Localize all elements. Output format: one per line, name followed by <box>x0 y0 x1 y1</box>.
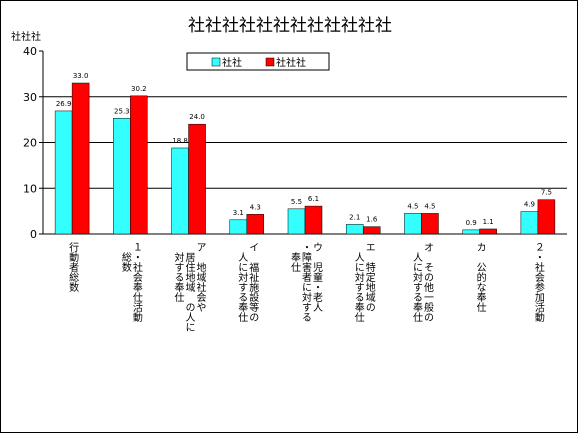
bar <box>304 205 323 235</box>
bar-data-label: 30.2 <box>131 85 147 93</box>
legend-swatch-series-1 <box>211 57 221 67</box>
bar <box>404 213 422 235</box>
chart-title: 社社社社社社社社社社社社 <box>188 16 392 36</box>
bar-data-label: 33.0 <box>73 72 89 80</box>
category-label: 奉仕 <box>289 242 301 273</box>
bar-data-label: 4.5 <box>407 202 418 210</box>
bar <box>520 211 539 235</box>
bar <box>287 208 306 235</box>
category-label: エ 特定地域の <box>363 242 375 312</box>
y-tick-label: 20 <box>23 137 37 150</box>
bar-data-label: 7.5 <box>541 189 552 197</box>
bar <box>171 147 189 235</box>
legend-label-series-2: 社社社 <box>276 56 306 69</box>
bar <box>462 229 480 235</box>
category-label: 行動者総数 <box>67 241 79 293</box>
legend-swatch-series-2 <box>265 57 275 67</box>
y-tick-label: 0 <box>30 228 37 241</box>
legend-box <box>186 52 330 71</box>
y-tick-label: 10 <box>23 182 37 195</box>
category-label: イ 福祉施設等の <box>247 242 259 322</box>
bar <box>113 118 131 235</box>
legend: 社社 社社社 <box>186 52 330 71</box>
category-label: 居住地域 の人に <box>183 242 195 332</box>
bar-data-label: 1.6 <box>366 216 378 224</box>
bar-data-label: 26.9 <box>56 100 72 108</box>
y-axis-unit-label: 社社社 <box>11 30 41 43</box>
bar-data-label: 24.0 <box>189 113 205 121</box>
bar <box>54 110 73 235</box>
y-tick-label: 40 <box>23 45 37 58</box>
bar-data-label: 25.3 <box>114 107 130 115</box>
category-label: カ 公的な奉仕 <box>474 242 486 313</box>
y-tick-label: 30 <box>23 91 37 104</box>
category-label: 総数 <box>119 242 131 273</box>
bar-data-label: 0.9 <box>466 219 477 227</box>
category-label: 対する奉仕 <box>172 242 184 303</box>
bar-data-label: 18.8 <box>172 137 188 145</box>
bar-data-label: 4.9 <box>524 201 535 209</box>
bar <box>537 199 556 235</box>
bar-data-label: 1.1 <box>483 218 494 226</box>
category-labels: 行動者総数 １・社会奉仕活動 総数 ア 地域社会や 居住地域 の人に 対する奉仕 イ … <box>67 241 545 332</box>
bar-data-label: 3.1 <box>233 209 244 217</box>
bar <box>345 224 364 235</box>
bar-series <box>54 82 556 235</box>
legend-label-series-1: 社社 <box>222 56 242 69</box>
category-label: ア 地域社会や <box>194 242 206 312</box>
category-label: 人に対する奉仕 <box>410 242 422 323</box>
data-labels: 26.9 33.0 25.3 30.2 18.8 24.0 3.1 4.3 5.5 6.1 2.1 1… <box>56 72 552 227</box>
bar <box>229 219 248 235</box>
bar <box>188 123 206 235</box>
category-label: ウ 児童・老人 <box>311 242 323 312</box>
bar <box>362 226 381 235</box>
category-label: 人に対する奉仕 <box>236 242 248 323</box>
category-label: オ その他一般の <box>421 242 433 322</box>
bar <box>246 214 265 235</box>
bar-data-label: 2.1 <box>349 213 360 221</box>
bar <box>421 213 439 235</box>
bar <box>130 95 148 235</box>
category-label: ・障害者に対する <box>300 242 312 322</box>
bar <box>479 228 497 235</box>
bar-data-label: 4.5 <box>424 202 435 210</box>
category-label: １・社会奉仕活動 <box>130 242 142 323</box>
category-label: ２・社会参加活動 <box>532 242 544 323</box>
bar <box>71 82 90 235</box>
bar-data-label: 5.5 <box>291 198 302 206</box>
bar-data-label: 4.3 <box>250 203 261 211</box>
category-label: 人に対する奉仕 <box>352 242 364 323</box>
bar-data-label: 6.1 <box>308 195 319 203</box>
